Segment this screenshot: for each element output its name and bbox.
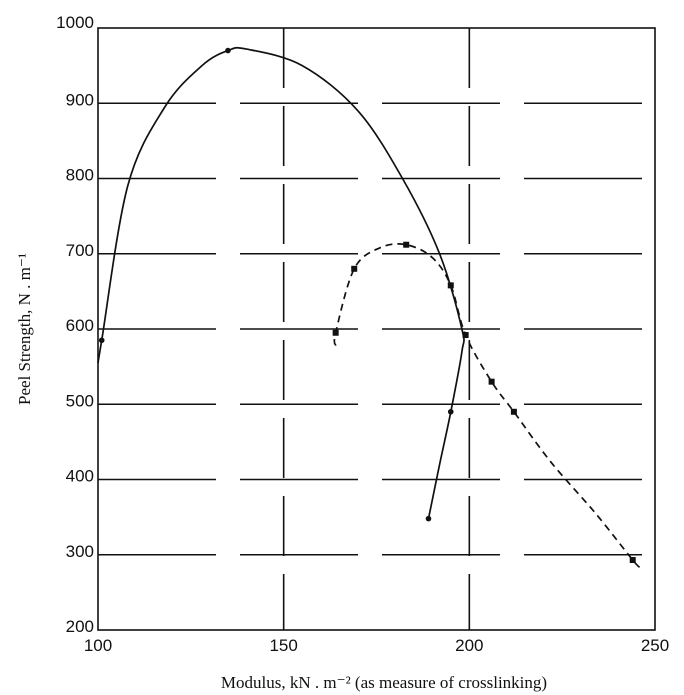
series-1-point-15 [425,515,432,522]
series-2-point-9 [510,408,517,415]
series-2-point-2 [351,265,358,272]
series-2-point-6 [447,282,454,289]
series-2-point-4 [403,241,410,248]
x-tick-label-250: 250 [641,636,669,655]
series-layer [97,46,641,569]
tick-layer: 200 300 400 500 600 700 800 900 1000 100 150 200 250 [56,13,669,655]
y-tick-label-900: 900 [66,90,94,109]
y-tick-label-1000: 1000 [56,13,94,32]
series-1-solid-line [97,46,465,519]
y-tick-label-500: 500 [66,391,94,410]
y-tick-label-300: 300 [66,542,94,561]
x-tick-label-150: 150 [269,636,297,655]
y-tick-label-400: 400 [66,467,94,486]
y-axis-title: Peel Strength, N . m⁻¹ [15,253,34,405]
series-2-point-1 [332,329,339,336]
series-2-point-12 [629,557,636,564]
y-tick-label-200: 200 [66,617,94,636]
series-2-dashed-line [333,243,641,569]
grid-layer [98,28,655,630]
y-tick-label-800: 800 [66,166,94,185]
x-tick-label-200: 200 [455,636,483,655]
plot-frame [97,27,656,631]
series-2-point-8 [488,378,495,385]
series-1-point-5 [225,47,231,54]
y-tick-label-600: 600 [66,316,94,335]
series-1-point-13 [447,408,454,415]
series-2-point-7 [462,332,469,339]
y-tick-label-700: 700 [66,241,94,260]
x-axis-title: Modulus, kN . m⁻² (as measure of crossli… [221,673,547,692]
series-1-point-1 [98,337,105,344]
x-tick-label-100: 100 [84,636,112,655]
